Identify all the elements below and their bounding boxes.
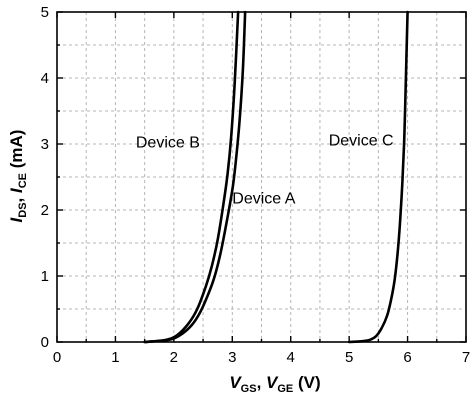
x-axis-title: VGS, VGE (V) (229, 373, 320, 395)
x-tick-label: 3 (228, 349, 236, 366)
x-tick-label: 1 (111, 349, 119, 366)
y-tick-label: 3 (41, 136, 49, 153)
x-tick-label: 6 (403, 349, 411, 366)
label-device-c: Device C (329, 132, 394, 149)
series-line-device-b (143, 10, 240, 344)
series-line-device-c (347, 10, 409, 344)
x-tick-label: 5 (345, 349, 353, 366)
y-tick-label: 4 (41, 70, 49, 87)
curves (143, 10, 409, 344)
ticks: 0 1 2 3 4 5 6 7 0 1 2 3 4 5 (41, 4, 471, 366)
label-device-a: Device A (232, 190, 295, 207)
grid (57, 12, 466, 342)
y-tick-label: 1 (41, 268, 49, 285)
label-device-b: Device B (136, 134, 200, 151)
annotations: Device B Device A Device C (136, 132, 394, 207)
y-tick-label: 0 (41, 334, 49, 351)
series-line-device-a (143, 10, 247, 344)
x-tick-label: 0 (53, 349, 61, 366)
y-tick-label: 5 (41, 4, 49, 21)
x-tick-label: 4 (287, 349, 295, 366)
y-tick-label: 2 (41, 202, 49, 219)
y-axis-title: IDS, ICE (mA) (7, 130, 29, 223)
x-tick-label: 7 (462, 349, 470, 366)
x-tick-label: 2 (170, 349, 178, 366)
